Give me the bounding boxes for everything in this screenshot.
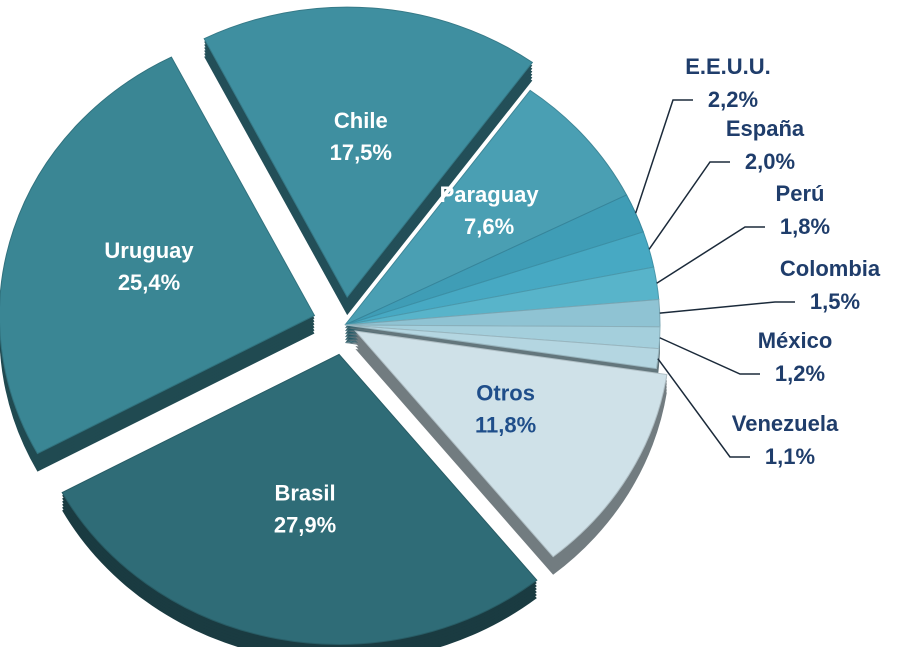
value-label: 7,6% <box>464 214 514 239</box>
slice-label: Perú <box>776 181 825 206</box>
leader-line <box>657 358 750 458</box>
value-label: 1,2% <box>775 361 825 386</box>
value-label: 2,2% <box>708 87 758 112</box>
value-label: 17,5% <box>330 140 392 165</box>
slice <box>61 353 538 645</box>
leader-line <box>656 226 765 284</box>
value-label: 27,9% <box>274 513 336 538</box>
value-label: 11,8% <box>475 412 536 437</box>
slice-label: México <box>758 328 833 353</box>
slice-side <box>345 328 659 372</box>
slice <box>344 324 660 370</box>
value-label: 1,1% <box>765 444 815 469</box>
slice-label: Chile <box>334 108 388 133</box>
leader-line <box>648 161 730 250</box>
slice-label: Venezuela <box>732 411 839 436</box>
value-label: 1,5% <box>810 289 860 314</box>
value-label: 1,8% <box>780 214 830 239</box>
slice-label: E.E.U.U. <box>685 54 771 79</box>
slice-label: Brasil <box>274 481 335 506</box>
slice-label: Otros <box>476 380 535 405</box>
value-label: 2,0% <box>745 149 795 174</box>
slice-label: España <box>726 116 805 141</box>
slice-label: Paraguay <box>440 182 540 207</box>
slice <box>0 56 316 455</box>
slice <box>203 6 534 298</box>
leader-line <box>634 99 693 214</box>
slice-label: Uruguay <box>104 238 194 263</box>
slice <box>344 89 628 326</box>
slice-label: Colombia <box>780 256 881 281</box>
leader-line <box>659 301 795 314</box>
leader-line <box>659 337 760 375</box>
value-label: 25,4% <box>118 270 180 295</box>
slice <box>354 330 668 558</box>
